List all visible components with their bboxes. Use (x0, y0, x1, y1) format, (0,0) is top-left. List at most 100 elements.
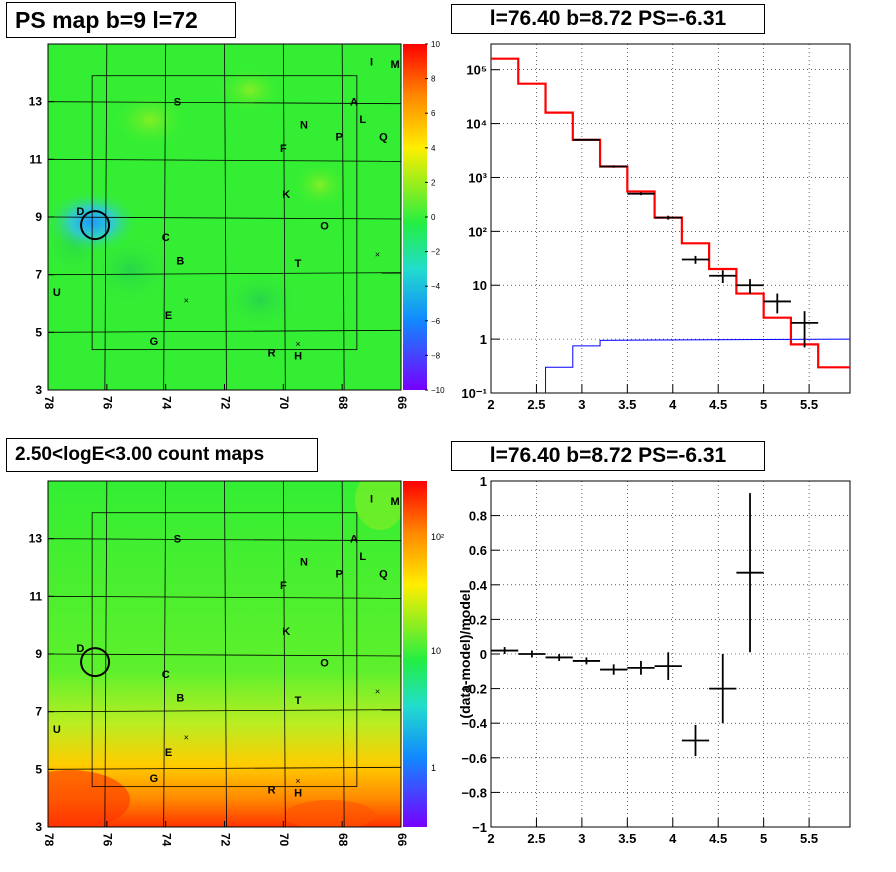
roi-box (91, 512, 358, 788)
source-label-R: R (268, 785, 276, 797)
x-tick-label: 68 (336, 396, 350, 410)
y-tick-label: 1 (480, 474, 487, 489)
grid-line-b (47, 158, 402, 162)
x-tick-label: 4.5 (709, 397, 727, 412)
colorbar-tick-label: −10 (431, 386, 445, 395)
y-tick-label: 9 (35, 647, 42, 661)
colorbar-tick-label: 1 (431, 763, 436, 773)
source-label-A: A (350, 534, 358, 546)
source-label-H: H (294, 787, 302, 799)
y-tick-label: 10⁴ (466, 117, 487, 132)
y-tick-label: 0.2 (469, 612, 487, 627)
source-label-H: H (294, 350, 302, 362)
x-tick-label: 2 (487, 831, 494, 846)
grid-line-b (47, 709, 402, 713)
source-label-T: T (295, 695, 302, 707)
source-label-S: S (174, 534, 181, 546)
source-label-M: M (391, 496, 400, 508)
x-tick-label: 5.5 (800, 397, 818, 412)
x-tick-label: 3 (578, 397, 585, 412)
y-tick-label: 13 (29, 95, 43, 109)
source-label-N: N (300, 557, 308, 569)
y-tick-label: −1 (472, 820, 487, 835)
y-tick-label: 10² (468, 224, 487, 239)
x-tick-label: 78 (42, 833, 56, 847)
y-tick-label: 3 (35, 820, 42, 834)
colorbar-tick-label: −8 (431, 351, 441, 360)
x-tick-label: 76 (101, 396, 115, 410)
x-tick-label: 76 (101, 833, 115, 847)
roi-box (91, 75, 358, 351)
x-tick-label: 4 (669, 831, 677, 846)
x-tick-label: 68 (336, 833, 350, 847)
grid-line-b (47, 766, 402, 770)
source-label-B: B (176, 255, 184, 267)
y-tick-label: 0.6 (469, 543, 487, 558)
y-tick-label: 1 (480, 332, 487, 347)
y-tick-label: 0 (480, 647, 487, 662)
grid-line-l (224, 480, 227, 828)
x-tick-label: 5 (760, 831, 767, 846)
y-tick-label: −0.8 (461, 785, 487, 800)
source-label-K: K (282, 189, 290, 201)
y-tick-label: 3 (35, 383, 42, 397)
y-axis-label: (data-model)/model (457, 589, 473, 718)
spectrum-panel: 2 2.5 3 3.5 4 4.5 5 5.5 10⁻¹ 1 10 10² 10³ 10⁴ 10⁵ (461, 43, 851, 412)
source-label-P: P (336, 131, 343, 143)
count-map-colorbar (403, 481, 427, 827)
y-tick-label: 7 (35, 268, 42, 282)
grid-line-l (341, 480, 345, 828)
x-tick-label: 78 (42, 396, 56, 410)
source-label-M: M (391, 59, 400, 71)
y-tick-label: 0.4 (469, 578, 488, 593)
colorbar-tick-label: 6 (431, 109, 436, 118)
grid-line-b (47, 595, 402, 599)
x-tick-label: 2 (487, 397, 494, 412)
grid-line-b (47, 272, 402, 276)
source-cross: × (375, 686, 380, 696)
y-tick-label: −0.4 (461, 716, 487, 731)
grid-line-l (163, 43, 167, 391)
source-label-I: I (370, 493, 373, 505)
y-tick-label: 7 (35, 705, 42, 719)
x-tick-label: 3 (578, 831, 585, 846)
residual-panel: 2 2.5 3 3.5 4 4.5 5 5.5 −1 −0.8 −0.6 −0.4 −0.2 0 0.2 0.… (457, 474, 851, 846)
grid-line-l (341, 43, 345, 391)
colorbar-tick-label: 2 (431, 178, 436, 187)
grid-line-l (224, 43, 227, 391)
colorbar-tick-label: 8 (431, 75, 436, 84)
x-tick-label: 72 (218, 396, 232, 410)
source-label-S: S (174, 97, 181, 109)
count-map-texture (48, 481, 401, 827)
model-blue-line (545, 338, 851, 393)
colorbar-tick-label: −2 (431, 248, 441, 257)
source-cross: × (375, 249, 380, 259)
source-label-C: C (162, 232, 170, 244)
source-cross: × (184, 733, 189, 743)
y-tick-label: 5 (35, 762, 42, 776)
grid-line-b (47, 329, 402, 333)
source-label-B: B (176, 692, 184, 704)
residual-title: l=76.40 b=8.72 PS=-6.31 (451, 441, 765, 471)
y-tick-label: 0.8 (469, 509, 487, 524)
y-tick-label: 10³ (468, 170, 487, 185)
source-label-E: E (165, 747, 172, 759)
y-tick-label: 10⁻¹ (461, 386, 487, 401)
source-label-P: P (336, 568, 343, 580)
source-label-C: C (162, 669, 170, 681)
source-label-O: O (320, 658, 329, 670)
source-label-T: T (295, 258, 302, 270)
y-tick-label: 13 (29, 532, 43, 546)
source-cross: × (184, 296, 189, 306)
source-label-E: E (165, 310, 172, 322)
source-label-L: L (359, 551, 366, 563)
source-label-L: L (359, 114, 366, 126)
x-tick-label: 70 (277, 396, 291, 410)
plot-frame (490, 480, 851, 828)
selected-source-circle (80, 210, 111, 241)
source-label-F: F (280, 580, 287, 592)
y-tick-label: 11 (29, 589, 42, 603)
source-label-F: F (280, 143, 287, 155)
